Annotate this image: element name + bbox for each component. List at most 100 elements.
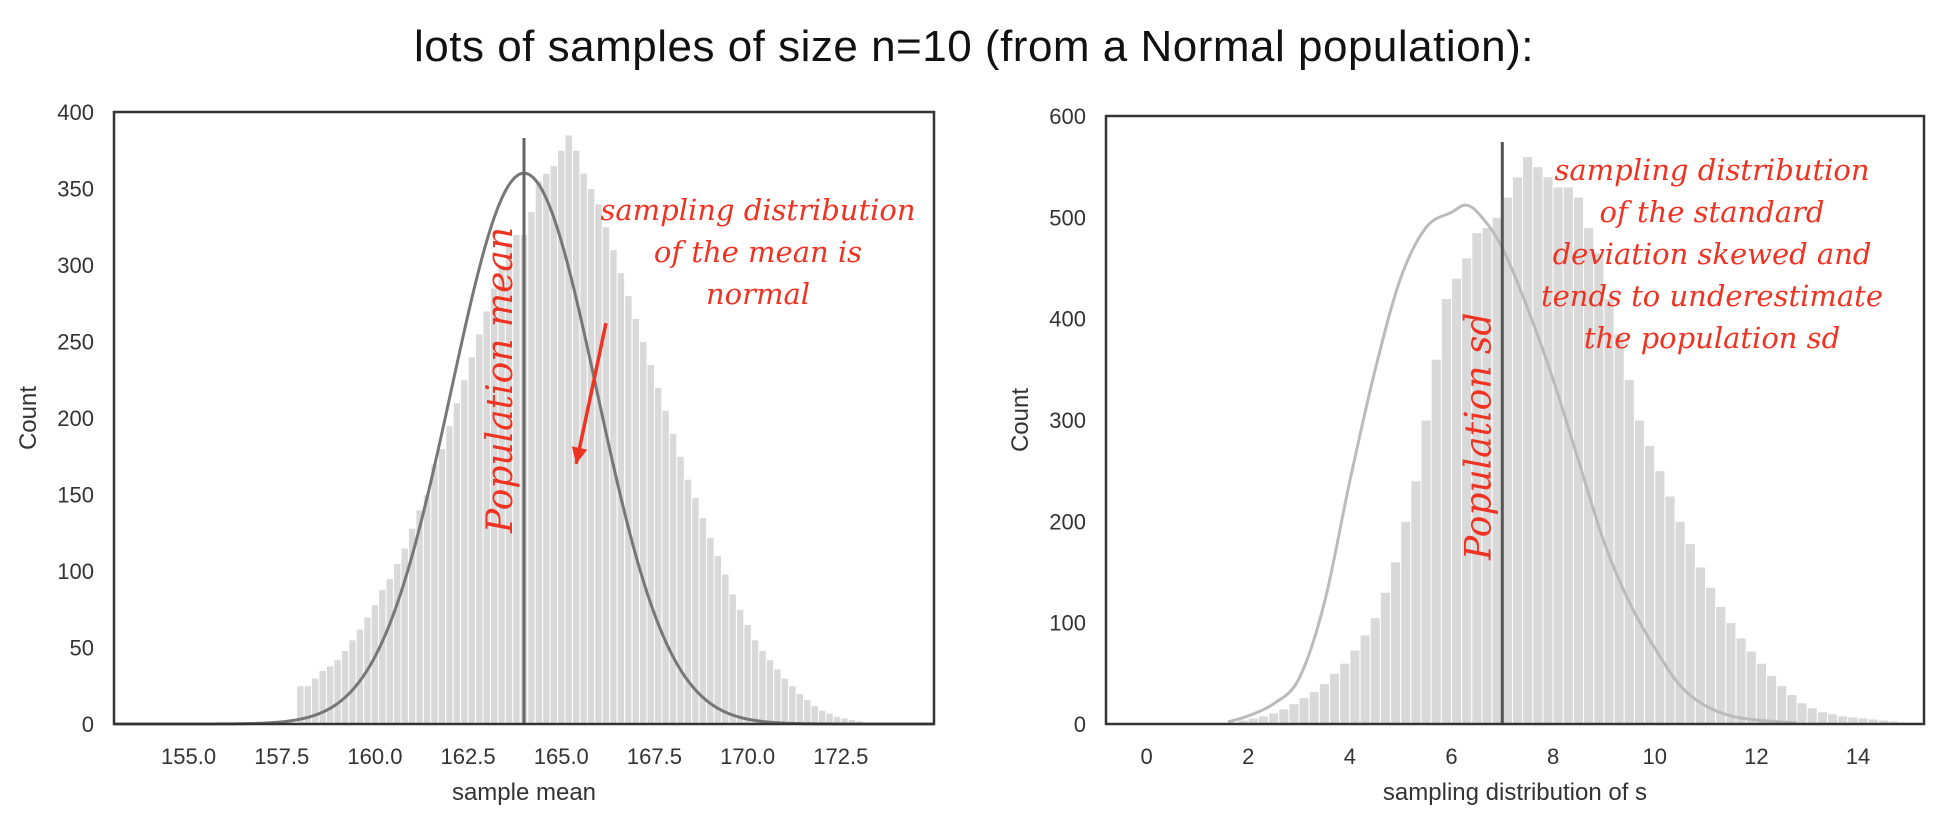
x-axis-label: sampling distribution of s bbox=[1383, 779, 1647, 806]
histogram-bar bbox=[1634, 420, 1644, 724]
x-tick-label: 160.0 bbox=[347, 744, 402, 769]
histogram-bar bbox=[1827, 714, 1837, 724]
annotation-line: of the standard bbox=[1600, 195, 1825, 229]
y-tick-label: 100 bbox=[57, 559, 94, 584]
histogram-bar bbox=[438, 449, 445, 724]
histogram-bar bbox=[818, 710, 825, 724]
histogram-bar bbox=[662, 410, 669, 724]
x-tick-label: 162.5 bbox=[441, 744, 496, 769]
annotation-line: deviation skewed and bbox=[1553, 237, 1872, 271]
histogram-bar bbox=[640, 342, 647, 725]
histogram-bar bbox=[1655, 471, 1665, 724]
histogram-bar bbox=[1706, 587, 1716, 724]
histogram-bar bbox=[826, 713, 833, 724]
x-tick-label: 157.5 bbox=[254, 744, 309, 769]
y-axis-label: Count bbox=[15, 386, 42, 450]
y-axis-label: Count bbox=[1007, 388, 1034, 452]
x-tick-label: 155.0 bbox=[161, 744, 216, 769]
y-tick-label: 400 bbox=[57, 100, 94, 125]
histogram-bar bbox=[1533, 167, 1543, 724]
histogram-bar bbox=[379, 589, 386, 724]
histogram-bar bbox=[811, 706, 818, 724]
x-tick-label: 2 bbox=[1242, 744, 1254, 769]
histogram-bar bbox=[1360, 635, 1370, 724]
histogram-bar bbox=[1421, 420, 1431, 724]
histogram-bar bbox=[595, 204, 602, 724]
histogram-bar bbox=[1766, 675, 1776, 724]
histogram-bar bbox=[431, 464, 438, 724]
histogram-bar bbox=[1665, 496, 1675, 724]
histogram-bar bbox=[766, 660, 773, 724]
x-tick-label: 12 bbox=[1744, 744, 1768, 769]
histogram-bar bbox=[632, 319, 639, 724]
histogram-bar bbox=[759, 651, 766, 724]
histogram-bar bbox=[625, 296, 632, 724]
y-tick-label: 50 bbox=[70, 636, 94, 661]
histogram-bar bbox=[1330, 673, 1340, 724]
histogram-bar bbox=[572, 150, 579, 724]
histogram-bar bbox=[751, 640, 758, 724]
histogram-bar bbox=[684, 479, 691, 724]
histogram-bar bbox=[1441, 298, 1451, 724]
histogram-bar bbox=[1645, 445, 1655, 724]
histogram-bar bbox=[1817, 712, 1827, 724]
x-tick-label: 10 bbox=[1642, 744, 1666, 769]
histogram-bar bbox=[453, 403, 460, 724]
y-tick-label: 0 bbox=[1074, 712, 1086, 737]
histogram-bar bbox=[796, 693, 803, 724]
annotation-line: sampling distribution bbox=[600, 193, 915, 227]
histogram-bar bbox=[781, 678, 788, 724]
histogram-bar bbox=[1512, 177, 1522, 724]
y-tick-label: 200 bbox=[57, 406, 94, 431]
histogram-bar bbox=[468, 357, 475, 724]
x-tick-label: 170.0 bbox=[720, 744, 775, 769]
histogram-bar bbox=[1502, 197, 1512, 724]
y-tick-label: 200 bbox=[1049, 509, 1086, 534]
histogram-bar bbox=[386, 579, 393, 724]
histogram-bar bbox=[1726, 623, 1736, 724]
y-tick-label: 500 bbox=[1049, 205, 1086, 230]
histogram-bar bbox=[1736, 638, 1746, 724]
histogram-bar bbox=[1939, 723, 1948, 724]
annotation-line: normal bbox=[706, 277, 810, 311]
histogram-bar bbox=[677, 456, 684, 724]
histogram-bar bbox=[1370, 618, 1380, 724]
histogram-bar bbox=[729, 594, 736, 724]
histogram-bar bbox=[722, 574, 729, 724]
histogram-bar bbox=[1309, 692, 1319, 724]
histogram-bar bbox=[349, 640, 356, 724]
y-tick-label: 400 bbox=[1049, 307, 1086, 332]
histogram-bar bbox=[334, 660, 341, 724]
histogram-bar bbox=[1299, 698, 1309, 724]
charts-canvas: 155.0 157.5 160.0 162.5 165.0 167.5 170.0 172.5… bbox=[0, 0, 1948, 832]
y-tick-label: 150 bbox=[57, 483, 94, 508]
x-tick-label: 4 bbox=[1344, 744, 1356, 769]
histogram-bar bbox=[647, 364, 654, 724]
histogram-bar bbox=[1807, 708, 1817, 724]
histogram-bar bbox=[789, 686, 796, 724]
histogram-bar bbox=[654, 387, 661, 724]
annotation-line: of the mean is bbox=[654, 235, 862, 269]
histogram-bar bbox=[1411, 481, 1421, 724]
histogram-bar bbox=[326, 666, 333, 724]
histogram-bar bbox=[669, 433, 676, 724]
x-tick-label: 167.5 bbox=[627, 744, 682, 769]
histogram-bar bbox=[1746, 651, 1756, 724]
y-tick-label: 0 bbox=[82, 712, 94, 737]
histogram-bar bbox=[461, 380, 468, 724]
histogram-bar bbox=[1614, 334, 1624, 724]
histogram-bar bbox=[1269, 713, 1279, 724]
histogram-bar bbox=[1624, 379, 1634, 724]
histogram-bar bbox=[1756, 663, 1766, 724]
histogram-bar bbox=[341, 651, 348, 724]
histogram-bar bbox=[565, 135, 572, 724]
histogram-bar bbox=[1401, 521, 1411, 724]
x-tick-label: 14 bbox=[1846, 744, 1870, 769]
histogram-bar bbox=[1523, 157, 1533, 724]
x-tick-label: 172.5 bbox=[813, 744, 868, 769]
histogram-bar bbox=[587, 189, 594, 725]
histogram-bar bbox=[1675, 521, 1685, 724]
histogram-bar bbox=[774, 669, 781, 724]
histogram-bar bbox=[1319, 683, 1329, 724]
histogram-bar bbox=[535, 181, 542, 724]
